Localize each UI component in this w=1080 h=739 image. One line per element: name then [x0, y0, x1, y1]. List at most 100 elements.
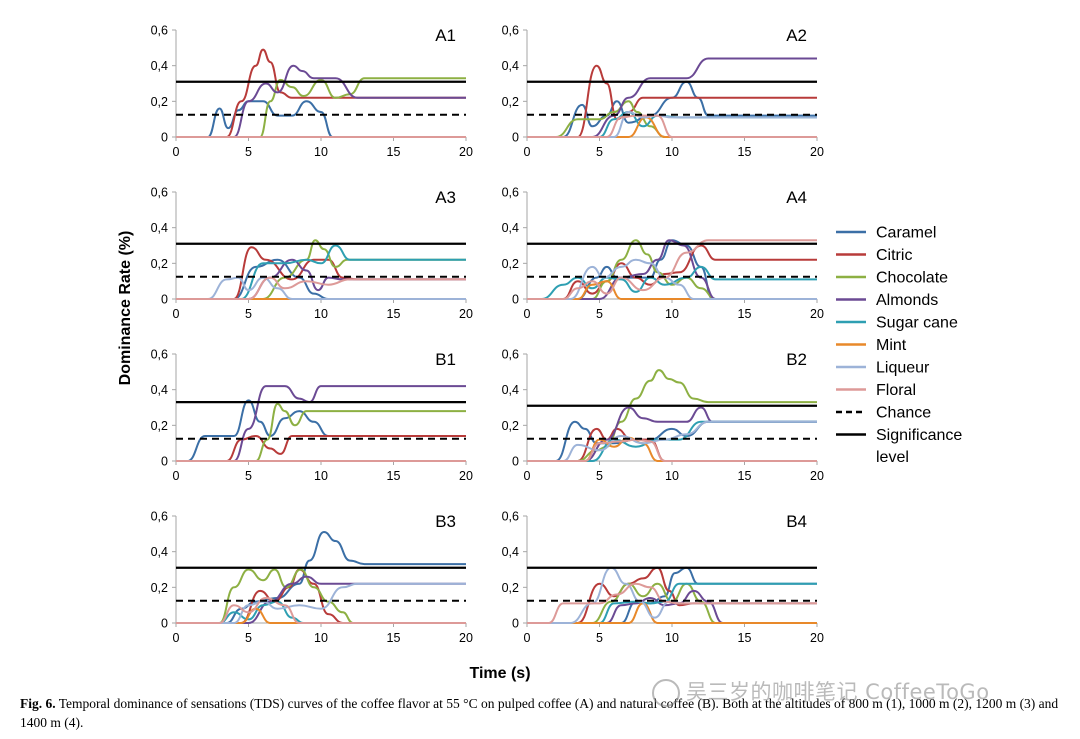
- x-tick-label: 15: [387, 307, 401, 321]
- x-tick-label: 5: [596, 469, 603, 483]
- series-line-chocolate: [176, 402, 466, 463]
- x-tick-label: 15: [738, 469, 752, 483]
- y-tick-label: 0,6: [502, 348, 519, 362]
- wechat-logo-icon: [652, 679, 680, 707]
- y-tick-label: 0: [161, 293, 168, 307]
- y-tick-label: 0,6: [151, 348, 168, 362]
- figure-caption: Fig. 6. Temporal dominance of sensations…: [20, 694, 1065, 732]
- series-line-liqueur: [527, 258, 817, 301]
- x-tick-label: 20: [459, 145, 473, 159]
- panel-label: A2: [786, 26, 807, 45]
- x-tick-label: 15: [738, 307, 752, 321]
- x-tick-label: 0: [524, 307, 531, 321]
- y-tick-label: 0: [161, 131, 168, 145]
- x-tick-label: 10: [665, 145, 679, 159]
- legend-label: Mint: [876, 337, 907, 354]
- legend-item-liqueur: Liqueur: [836, 360, 930, 377]
- panel-label: A4: [786, 188, 807, 207]
- panel-B1: 0 0,2 0,4 0,6 0 5 10 15 20 B1: [151, 348, 473, 484]
- legend-label: Chocolate: [876, 270, 948, 287]
- series-line-citric: [175, 48, 466, 139]
- series-line-liqueur: [175, 582, 466, 625]
- legend-item-chance: Chance: [836, 405, 931, 422]
- x-tick-label: 15: [387, 145, 401, 159]
- y-tick-label: 0,4: [151, 383, 168, 397]
- y-tick-label: 0,4: [151, 221, 168, 235]
- y-tick-label: 0,2: [151, 257, 168, 271]
- legend-item-almonds: Almonds: [836, 292, 938, 309]
- legend-item-citric: Citric: [836, 247, 912, 264]
- series-line-liqueur: [527, 420, 818, 462]
- x-tick-label: 5: [245, 631, 252, 645]
- x-tick-label: 20: [810, 469, 824, 483]
- x-tick-label: 5: [245, 307, 252, 321]
- x-axis-label: Time (s): [469, 665, 530, 682]
- panel-A2: 0 0,2 0,4 0,6 0 5 10 15 20 A2: [502, 24, 824, 160]
- series-line-chocolate: [526, 100, 817, 139]
- x-tick-label: 20: [810, 307, 824, 321]
- y-tick-label: 0: [512, 617, 519, 631]
- series-line-mint: [526, 602, 817, 625]
- series-line-caramel: [176, 399, 466, 462]
- y-tick-label: 0: [512, 293, 519, 307]
- x-tick-label: 15: [738, 631, 752, 645]
- series-line-mint: [175, 607, 466, 625]
- legend-label: Liqueur: [876, 360, 930, 377]
- legend-item-mint: Mint: [836, 337, 907, 354]
- panel-label: A1: [435, 26, 456, 45]
- y-tick-label: 0,6: [502, 510, 519, 524]
- legend-label: Caramel: [876, 225, 936, 242]
- legend-item-chocolate: Chocolate: [836, 270, 948, 287]
- x-tick-label: 5: [596, 631, 603, 645]
- y-tick-label: 0,6: [151, 24, 168, 38]
- series-line-almonds: [526, 589, 817, 625]
- series-line-citric: [527, 427, 817, 463]
- series-line-sugar-cane: [176, 244, 466, 301]
- legend-label: Significance: [876, 427, 962, 444]
- y-tick-label: 0,2: [151, 95, 168, 109]
- y-tick-label: 0,2: [502, 581, 519, 595]
- x-tick-label: 0: [524, 145, 531, 159]
- series-line-almonds: [527, 239, 817, 301]
- panel-A3: 0 0,2 0,4 0,6 0 5 10 15 20 A3: [151, 186, 473, 322]
- x-tick-label: 20: [810, 145, 824, 159]
- y-tick-label: 0,4: [151, 545, 168, 559]
- x-tick-label: 15: [387, 631, 401, 645]
- series-line-chocolate: [527, 369, 817, 462]
- x-tick-label: 10: [314, 469, 328, 483]
- y-tick-label: 0,2: [502, 419, 519, 433]
- legend-label: level: [876, 449, 909, 466]
- x-tick-label: 0: [173, 145, 180, 159]
- legend-item-caramel: Caramel: [836, 225, 936, 242]
- panel-label: A3: [435, 188, 456, 207]
- panel-label: B1: [435, 350, 456, 369]
- x-tick-label: 15: [738, 145, 752, 159]
- caption-text: Temporal dominance of sensations (TDS) c…: [20, 696, 1059, 730]
- legend-item-floral: Floral: [836, 382, 916, 399]
- series-line-almonds: [175, 64, 466, 139]
- legend-item-sugar-cane: Sugar cane: [836, 315, 958, 332]
- series-line-chocolate: [175, 77, 466, 139]
- y-axis-label: Dominance Rate (%): [117, 231, 134, 386]
- panel-B3: 0 0,2 0,4 0,6 0 5 10 15 20 B3: [151, 510, 473, 646]
- x-tick-label: 20: [810, 631, 824, 645]
- series-line-citric: [526, 64, 817, 139]
- x-tick-label: 0: [173, 631, 180, 645]
- y-tick-label: 0,2: [151, 419, 168, 433]
- tds-figure: Dominance Rate (%) Time (s) 0 0,2 0,4 0,6 0 5…: [117, 24, 962, 683]
- x-tick-label: 10: [314, 145, 328, 159]
- legend-label: Floral: [876, 382, 916, 399]
- y-tick-label: 0,2: [151, 581, 168, 595]
- x-tick-label: 5: [245, 469, 252, 483]
- y-tick-label: 0,2: [502, 95, 519, 109]
- x-tick-label: 5: [245, 145, 252, 159]
- series-line-sugar-cane: [175, 600, 466, 625]
- panel-A4: 0 0,2 0,4 0,6 0 5 10 15 20 A4: [502, 186, 824, 322]
- panel-label: B3: [435, 512, 456, 531]
- legend-label: Chance: [876, 405, 931, 422]
- series-line-liqueur: [176, 276, 466, 301]
- series-line-chocolate: [526, 582, 817, 625]
- series-line-almonds: [176, 385, 466, 462]
- x-tick-label: 10: [665, 631, 679, 645]
- series-line-almonds: [527, 406, 818, 462]
